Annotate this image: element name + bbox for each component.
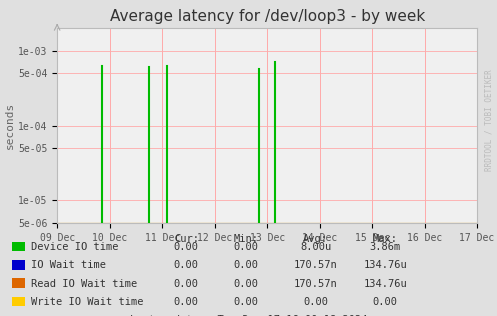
Text: Cur:: Cur: — [174, 234, 199, 245]
Y-axis label: seconds: seconds — [5, 102, 15, 149]
Text: 0.00: 0.00 — [174, 260, 199, 270]
Text: Write IO Wait time: Write IO Wait time — [31, 297, 143, 307]
Text: 134.76u: 134.76u — [363, 279, 407, 289]
Text: 0.00: 0.00 — [234, 279, 258, 289]
Text: 134.76u: 134.76u — [363, 260, 407, 270]
Text: 3.86m: 3.86m — [370, 242, 401, 252]
Text: 0.00: 0.00 — [174, 279, 199, 289]
Text: Min:: Min: — [234, 234, 258, 245]
Text: IO Wait time: IO Wait time — [31, 260, 106, 270]
Text: Avg:: Avg: — [303, 234, 328, 245]
Text: RRDTOOL / TOBI OETIKER: RRDTOOL / TOBI OETIKER — [485, 69, 494, 171]
Text: 0.00: 0.00 — [234, 297, 258, 307]
Text: 8.00u: 8.00u — [300, 242, 331, 252]
Text: 0.00: 0.00 — [174, 242, 199, 252]
Text: 0.00: 0.00 — [373, 297, 398, 307]
Text: 0.00: 0.00 — [303, 297, 328, 307]
Text: 0.00: 0.00 — [234, 242, 258, 252]
Text: Read IO Wait time: Read IO Wait time — [31, 279, 137, 289]
Text: Last update:  Tue Dec 17 16:00:18 2024: Last update: Tue Dec 17 16:00:18 2024 — [130, 315, 367, 316]
Text: 170.57n: 170.57n — [294, 260, 337, 270]
Text: 170.57n: 170.57n — [294, 279, 337, 289]
Text: 0.00: 0.00 — [174, 297, 199, 307]
Text: 0.00: 0.00 — [234, 260, 258, 270]
Text: Device IO time: Device IO time — [31, 242, 118, 252]
Title: Average latency for /dev/loop3 - by week: Average latency for /dev/loop3 - by week — [109, 9, 425, 25]
Text: Max:: Max: — [373, 234, 398, 245]
